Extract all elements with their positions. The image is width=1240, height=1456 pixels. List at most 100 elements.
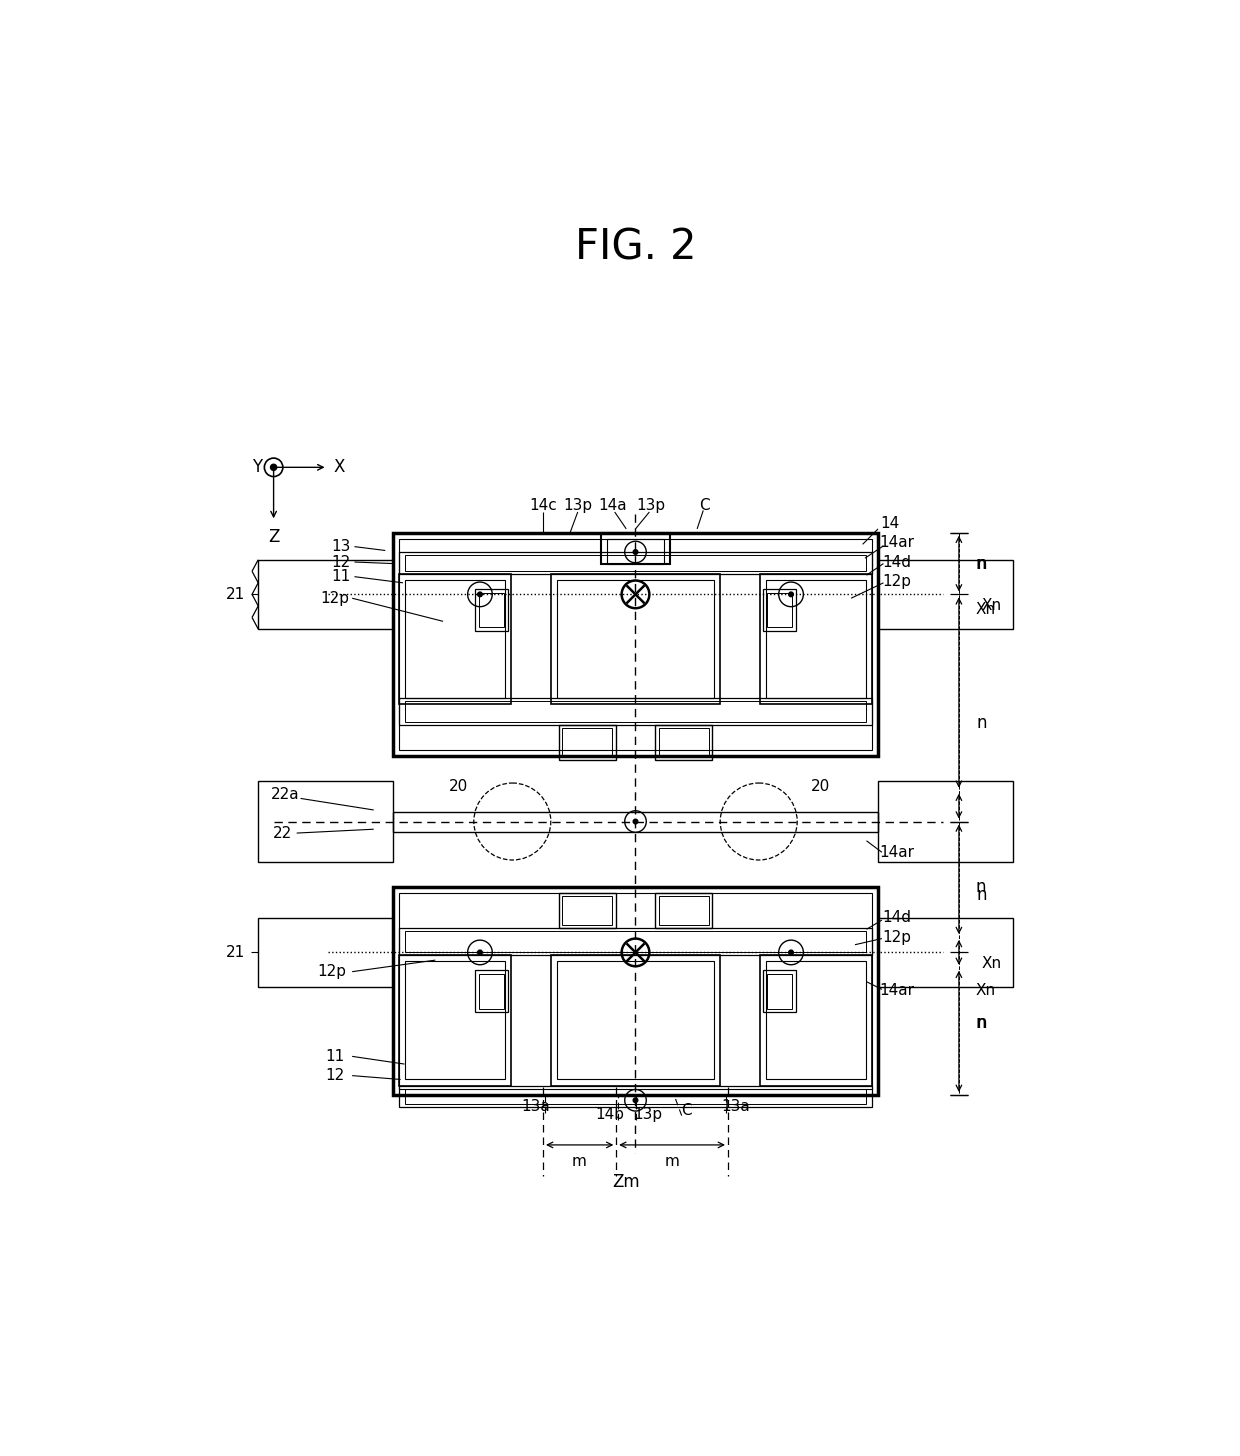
Bar xyxy=(258,782,393,862)
Text: 14: 14 xyxy=(880,515,899,531)
Bar xyxy=(768,593,792,628)
Bar xyxy=(393,533,878,756)
Bar xyxy=(399,699,872,725)
Bar xyxy=(608,539,663,563)
Text: 22a: 22a xyxy=(270,788,300,802)
Bar xyxy=(764,590,796,632)
Text: FIG. 2: FIG. 2 xyxy=(575,227,696,269)
Text: 12p: 12p xyxy=(317,964,346,980)
Circle shape xyxy=(789,593,794,597)
Text: 14a: 14a xyxy=(598,498,626,514)
Bar xyxy=(563,728,613,757)
Bar xyxy=(405,1089,866,1104)
Bar xyxy=(557,579,714,699)
Text: Xn: Xn xyxy=(976,603,996,617)
Text: 13a: 13a xyxy=(521,1099,549,1114)
Text: m: m xyxy=(665,1155,680,1169)
Bar xyxy=(558,893,616,927)
Text: n: n xyxy=(975,878,986,895)
Text: 13p: 13p xyxy=(563,498,593,514)
Bar xyxy=(563,897,613,925)
Bar xyxy=(399,893,872,1089)
Text: n: n xyxy=(977,555,987,572)
Bar xyxy=(393,812,878,831)
Text: 14ar: 14ar xyxy=(880,844,915,860)
Text: 11: 11 xyxy=(331,569,350,584)
Bar xyxy=(558,725,616,760)
Text: 14ar: 14ar xyxy=(880,983,915,999)
Text: 12p: 12p xyxy=(321,591,350,606)
Text: Xn: Xn xyxy=(976,983,996,999)
Text: Xn: Xn xyxy=(981,957,1002,971)
Bar xyxy=(768,974,792,1009)
Bar xyxy=(655,893,713,927)
Bar xyxy=(399,552,872,574)
Text: 14b: 14b xyxy=(595,1107,624,1121)
Circle shape xyxy=(789,951,794,955)
Text: 21: 21 xyxy=(226,587,244,601)
Bar xyxy=(760,955,872,1086)
Text: Y: Y xyxy=(252,459,262,476)
Text: n: n xyxy=(977,713,987,732)
Circle shape xyxy=(477,951,482,955)
Text: 12: 12 xyxy=(331,555,350,569)
Bar xyxy=(405,555,866,571)
Text: n: n xyxy=(977,885,987,904)
Bar xyxy=(760,574,872,705)
Bar xyxy=(405,961,505,1079)
Text: 22: 22 xyxy=(273,826,293,840)
Text: Z: Z xyxy=(268,527,279,546)
Bar xyxy=(399,574,511,705)
Bar xyxy=(405,702,866,722)
Text: n: n xyxy=(975,555,986,572)
Text: 12p: 12p xyxy=(883,574,911,588)
Bar xyxy=(658,728,708,757)
Text: C: C xyxy=(681,1102,692,1118)
Bar xyxy=(766,961,866,1079)
Circle shape xyxy=(477,593,482,597)
Text: 13p: 13p xyxy=(636,498,666,514)
Text: 13: 13 xyxy=(331,539,350,555)
Circle shape xyxy=(270,464,277,470)
Text: n: n xyxy=(975,1015,986,1032)
Bar xyxy=(551,955,720,1086)
Bar xyxy=(258,559,393,629)
Text: 14d: 14d xyxy=(883,555,911,569)
Circle shape xyxy=(634,550,637,555)
Text: 13a: 13a xyxy=(722,1099,750,1114)
Circle shape xyxy=(634,820,637,824)
Text: 12p: 12p xyxy=(883,929,911,945)
Text: 20: 20 xyxy=(449,779,467,795)
Bar xyxy=(475,590,507,632)
Text: m: m xyxy=(572,1155,587,1169)
Bar xyxy=(399,927,872,955)
Bar xyxy=(551,574,720,705)
Bar xyxy=(655,725,713,760)
Bar xyxy=(475,970,507,1012)
Text: 21: 21 xyxy=(226,945,244,960)
Bar xyxy=(601,533,670,563)
Bar xyxy=(258,917,393,987)
Bar xyxy=(399,955,511,1086)
Bar xyxy=(399,1086,872,1107)
Bar xyxy=(399,539,872,750)
Text: 20: 20 xyxy=(811,779,830,795)
Text: C: C xyxy=(699,498,711,514)
Text: 11: 11 xyxy=(326,1048,345,1064)
Bar xyxy=(878,782,1013,862)
Bar xyxy=(479,593,503,628)
Text: X: X xyxy=(334,459,345,476)
Bar xyxy=(405,930,866,952)
Circle shape xyxy=(634,1098,637,1102)
Bar xyxy=(878,917,1013,987)
Bar xyxy=(658,897,708,925)
Text: 14d: 14d xyxy=(883,910,911,925)
Bar xyxy=(479,974,503,1009)
Bar xyxy=(393,887,878,1095)
Text: 13p: 13p xyxy=(634,1107,662,1121)
Bar xyxy=(405,579,505,699)
Text: n: n xyxy=(977,1015,987,1032)
Text: 14c: 14c xyxy=(529,498,557,514)
Bar xyxy=(764,970,796,1012)
Bar xyxy=(766,579,866,699)
